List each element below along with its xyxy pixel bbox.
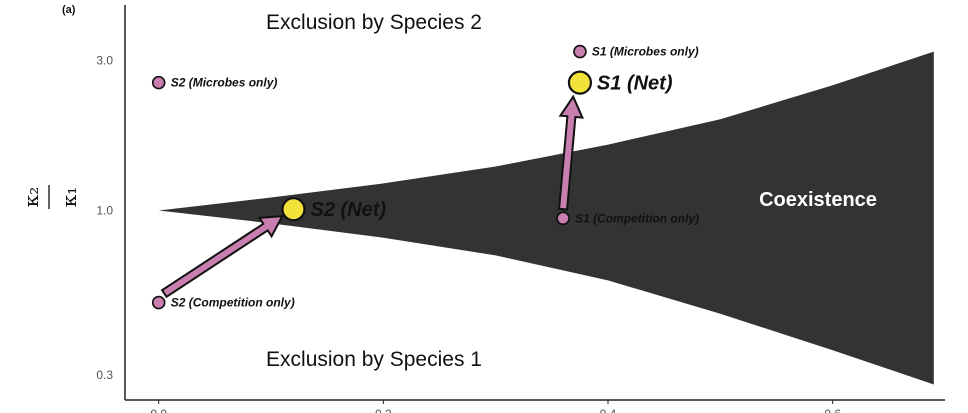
- point-label-s2-competition-only: S2 (Competition only): [171, 296, 295, 310]
- point-s2-competition-only: [151, 295, 166, 310]
- point-s2-net: [281, 197, 306, 222]
- y-axis-label-numerator: κ₂: [19, 187, 43, 208]
- y-axis-label-denominator: κ₁: [57, 187, 81, 208]
- point-s1-net: [567, 70, 593, 95]
- coexistence-region: [158, 51, 934, 385]
- x-tick-label: 0.4: [600, 407, 617, 413]
- x-tick-label: 0.6: [824, 407, 841, 413]
- panel-label: (a): [62, 4, 76, 16]
- point-label-s2-microbes-only: S2 (Microbes only): [171, 76, 278, 90]
- y-tick-label: 1.0: [96, 204, 113, 218]
- point-s2-microbes-only: [151, 75, 166, 90]
- points-layer: S2 (Microbes only) S2 (Competition only) S…: [151, 44, 699, 310]
- y-tick-label: 0.3: [96, 368, 113, 382]
- region-label-bottom: Exclusion by Species 1: [266, 348, 482, 371]
- x-tick-label: 0.2: [375, 407, 392, 413]
- point-label-s2-net: S2 (Net): [310, 199, 386, 221]
- point-label-s1-net: S1 (Net): [597, 73, 673, 95]
- point-label-s1-competition-only: S1 (Competition only): [575, 211, 699, 225]
- point-label-s1-microbes-only: S1 (Microbes only): [592, 45, 699, 59]
- y-tick-label: 3.0: [96, 53, 113, 67]
- point-s1-competition-only: [556, 211, 570, 226]
- axes: 0.3 1.0 3.0 0.0 0.2 0.4 0.6: [96, 5, 945, 413]
- x-tick-label: 0.0: [150, 407, 167, 413]
- region-label-top: Exclusion by Species 2: [266, 11, 482, 34]
- arrows-layer: [160, 94, 584, 299]
- arrow: [558, 94, 584, 211]
- point-s1-microbes-only: [573, 44, 587, 59]
- coexistence-region-layer: [158, 51, 934, 385]
- region-label-coexistence: Coexistence: [759, 189, 877, 211]
- arrow: [160, 214, 285, 299]
